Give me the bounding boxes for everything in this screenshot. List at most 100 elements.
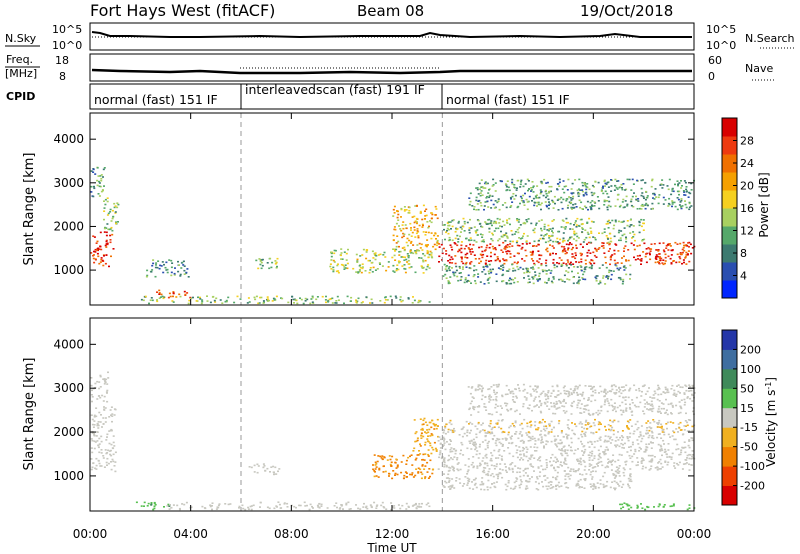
- velocity-echo-cell: [574, 423, 576, 425]
- velocity-echo-cell: [244, 508, 247, 511]
- velocity-echo-cell: [647, 432, 649, 434]
- velocity-echo-cell: [588, 463, 591, 465]
- power-echo-cell: [609, 263, 611, 266]
- velocity-echo-cell: [529, 426, 532, 428]
- power-echo-cell: [500, 230, 502, 233]
- velocity-echo-cell: [590, 388, 592, 390]
- velocity-echo-cell: [509, 425, 512, 427]
- velocity-echo-cell: [606, 410, 609, 413]
- velocity-echo-cell: [535, 488, 538, 490]
- power-ytick-label: 4000: [53, 132, 84, 146]
- velocity-echo-cell: [546, 477, 549, 479]
- power-echo-cell: [468, 280, 471, 282]
- power-echo-cell: [98, 182, 101, 184]
- velocity-echo-cell: [529, 446, 532, 448]
- velocity-echo-cell: [438, 453, 441, 456]
- power-echo-cell: [669, 257, 672, 260]
- velocity-echo-cell: [429, 459, 432, 462]
- velocity-echo-cell: [627, 439, 630, 442]
- power-echo-cell: [430, 252, 433, 254]
- velocity-echo-cell: [481, 394, 484, 397]
- power-echo-cell: [686, 253, 689, 256]
- velocity-echo-cell: [685, 462, 688, 464]
- velocity-echo-cell: [472, 443, 475, 445]
- power-echo-cell: [457, 279, 460, 282]
- velocity-echo-cell: [565, 473, 568, 475]
- velocity-echo-cell: [513, 425, 515, 427]
- power-echo-cell: [409, 250, 412, 253]
- power-echo-cell: [682, 190, 685, 192]
- power-echo-cell: [429, 220, 431, 222]
- power-ytick-label: 2000: [53, 219, 84, 233]
- power-echo-cell: [157, 260, 160, 262]
- velocity-echo-cell: [544, 474, 547, 477]
- velocity-echo-cell: [690, 437, 693, 439]
- velocity-echo-cell: [103, 395, 106, 398]
- velocity-echo-cell: [374, 464, 377, 466]
- power-echo-cell: [509, 253, 512, 255]
- power-echo-cell: [591, 194, 594, 197]
- power-echo-cell: [588, 236, 591, 239]
- power-echo-cell: [93, 187, 96, 190]
- power-echo-cell: [456, 228, 459, 230]
- power-echo-cell: [500, 180, 503, 183]
- velocity-echo-cell: [107, 377, 110, 379]
- power-echo-cell: [514, 269, 517, 272]
- power-echo-cell: [658, 257, 661, 260]
- velocity-echo-cell: [661, 466, 664, 468]
- power-echo-cell: [483, 208, 485, 211]
- power-echo-cell: [93, 185, 95, 188]
- velocity-echo-cell: [628, 446, 630, 448]
- power-echo-cell: [535, 197, 538, 199]
- power-echo-cell: [556, 199, 559, 201]
- velocity-echo-cell: [643, 451, 646, 453]
- velocity-echo-cell: [460, 428, 463, 431]
- power-echo-cell: [398, 225, 400, 227]
- power-echo-cell: [609, 256, 612, 259]
- velocity-echo-cell: [558, 420, 561, 422]
- power-echo-cell: [435, 238, 437, 240]
- velocity-echo-cell: [603, 485, 606, 488]
- velocity-echo-cell: [489, 486, 492, 489]
- velocity-echo-cell: [426, 424, 429, 426]
- power-echo-cell: [624, 200, 627, 202]
- velocity-echo-cell: [681, 468, 684, 470]
- velocity-echo-cell: [625, 460, 628, 463]
- power-echo-cell: [105, 227, 108, 229]
- velocity-echo-cell: [494, 393, 497, 395]
- velocity-echo-cell: [688, 469, 691, 471]
- power-echo-cell: [487, 192, 490, 194]
- velocity-echo-cell: [611, 404, 614, 407]
- velocity-echo-cell: [515, 480, 518, 482]
- velocity-echo-cell: [593, 424, 596, 427]
- power-echo-cell: [621, 188, 624, 191]
- velocity-echo-cell: [650, 447, 653, 449]
- power-echo-cell: [584, 263, 587, 265]
- velocity-echo-cell: [524, 472, 527, 474]
- velocity-echo-cell: [486, 442, 489, 445]
- power-echo-cell: [113, 206, 116, 209]
- velocity-echo-cell: [98, 387, 101, 390]
- velocity-echo-cell: [583, 405, 586, 407]
- velocity-echo-cell: [433, 441, 436, 444]
- power-echo-cell: [509, 256, 512, 258]
- velocity-echo-cell: [584, 421, 587, 423]
- power-echo-cell: [488, 189, 490, 191]
- power-echo-cell: [614, 264, 617, 266]
- velocity-echo-cell: [90, 438, 93, 440]
- velocity-echo-cell: [559, 449, 562, 451]
- velocity-echo-cell: [678, 401, 681, 403]
- power-echo-cell: [608, 219, 610, 222]
- power-echo-cell: [479, 233, 482, 236]
- power-echo-cell: [523, 204, 526, 206]
- velocity-echo-cell: [355, 504, 357, 506]
- power-echo-cell: [416, 244, 419, 246]
- power-echo-cell: [542, 194, 545, 197]
- power-echo-cell: [497, 227, 500, 230]
- power-echo-cell: [615, 186, 618, 189]
- velocity-echo-cell: [572, 470, 575, 473]
- power-echo-cell: [487, 222, 490, 225]
- velocity-echo-cell: [675, 404, 678, 407]
- power-echo-cell: [557, 198, 560, 201]
- power-echo-cell: [144, 295, 147, 298]
